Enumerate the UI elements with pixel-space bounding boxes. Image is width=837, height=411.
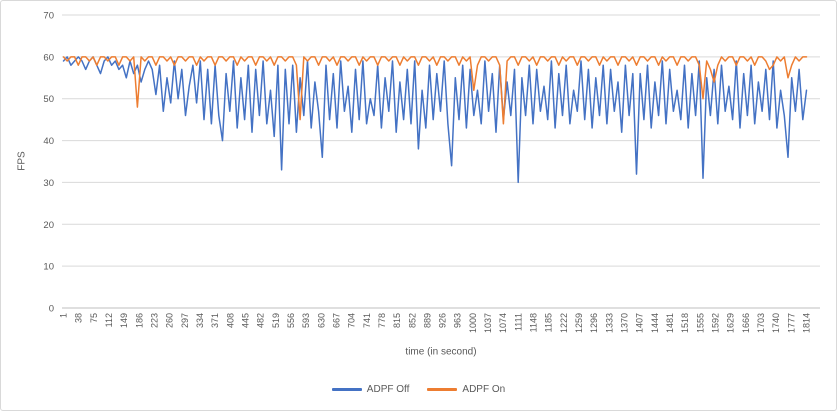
- x-tick-label: 778: [377, 313, 387, 328]
- legend-label-adpf-off: ADPF Off: [366, 383, 410, 395]
- x-tick-label: 260: [165, 313, 175, 328]
- x-tick-label: 593: [301, 313, 311, 328]
- x-tick-label: 556: [286, 313, 296, 328]
- x-tick-label: 1296: [589, 313, 599, 333]
- y-tick-label: 60: [43, 52, 54, 63]
- x-tick-label: 1740: [771, 313, 781, 333]
- x-tick-label: 334: [195, 313, 205, 328]
- y-tick-label: 70: [43, 11, 54, 22]
- x-tick-label: 704: [347, 313, 357, 328]
- x-tick-label: 630: [316, 313, 326, 328]
- x-tick-label: 445: [241, 313, 251, 328]
- y-tick-label: 40: [43, 136, 54, 147]
- x-tick-label: 1592: [711, 313, 721, 333]
- x-tick-label: 1000: [468, 313, 478, 333]
- x-tick-label: 1407: [635, 313, 645, 333]
- series-line-adpf-on: [62, 56, 808, 125]
- legend: ADPF Off ADPF On: [0, 382, 837, 396]
- x-tick-label: 1037: [483, 313, 493, 333]
- x-tick-label: 1481: [665, 313, 675, 333]
- x-tick-label: 38: [74, 313, 84, 323]
- x-tick-label: 482: [256, 313, 266, 328]
- x-tick-label: 1370: [620, 313, 630, 333]
- x-tick-label: 1222: [559, 313, 569, 333]
- x-tick-label: 149: [119, 313, 129, 328]
- x-tick-label: 186: [134, 313, 144, 328]
- x-tick-label: 1814: [802, 313, 812, 333]
- x-tick-label: 1259: [574, 313, 584, 333]
- x-tick-label: 297: [180, 313, 190, 328]
- x-tick-label: 815: [392, 313, 402, 328]
- x-tick-label: 1555: [695, 313, 705, 333]
- x-tick-label: 1666: [741, 313, 751, 333]
- x-tick-label: 963: [453, 313, 463, 328]
- y-tick-label: 20: [43, 220, 54, 231]
- x-tick-label: 112: [104, 313, 114, 327]
- x-tick-label: 1333: [604, 313, 614, 333]
- x-tick-label: 519: [271, 313, 281, 328]
- y-tick-label: 0: [49, 304, 54, 315]
- legend-line-swatch-orange-icon: [427, 387, 458, 391]
- y-tick-label: 30: [43, 178, 54, 189]
- y-tick-label: 10: [43, 262, 54, 273]
- x-tick-label: 223: [150, 313, 160, 328]
- x-tick-label: 1444: [650, 313, 660, 333]
- x-tick-label: 408: [225, 313, 235, 328]
- x-tick-label: 1185: [544, 313, 554, 332]
- x-tick-label: 1518: [680, 313, 690, 333]
- y-tick-label: 50: [43, 94, 54, 105]
- x-tick-label: 1703: [756, 313, 766, 333]
- legend-line-swatch-blue-icon: [331, 387, 362, 391]
- legend-item-adpf-off: ADPF Off: [331, 383, 410, 395]
- x-tick-label: 889: [422, 313, 432, 328]
- y-axis-title: FPS: [16, 151, 28, 171]
- x-tick-label: 1111: [513, 313, 523, 331]
- x-tick-label: 926: [438, 313, 448, 328]
- x-tick-label: 1777: [786, 313, 796, 333]
- x-tick-label: 667: [331, 313, 341, 328]
- legend-label-adpf-on: ADPF On: [462, 383, 506, 395]
- x-tick-label: 75: [89, 313, 99, 323]
- x-tick-label: 1629: [726, 313, 736, 333]
- x-tick-label: 1074: [498, 313, 508, 333]
- series-line-adpf-off: [62, 56, 808, 184]
- x-tick-label: 1: [59, 313, 69, 318]
- x-tick-label: 371: [210, 313, 220, 328]
- legend-item-adpf-on: ADPF On: [427, 384, 505, 395]
- x-tick-label: 741: [362, 313, 372, 328]
- x-tick-label: 1148: [529, 313, 539, 332]
- x-axis-title: time (in second): [405, 346, 477, 358]
- x-tick-label: 852: [407, 313, 417, 328]
